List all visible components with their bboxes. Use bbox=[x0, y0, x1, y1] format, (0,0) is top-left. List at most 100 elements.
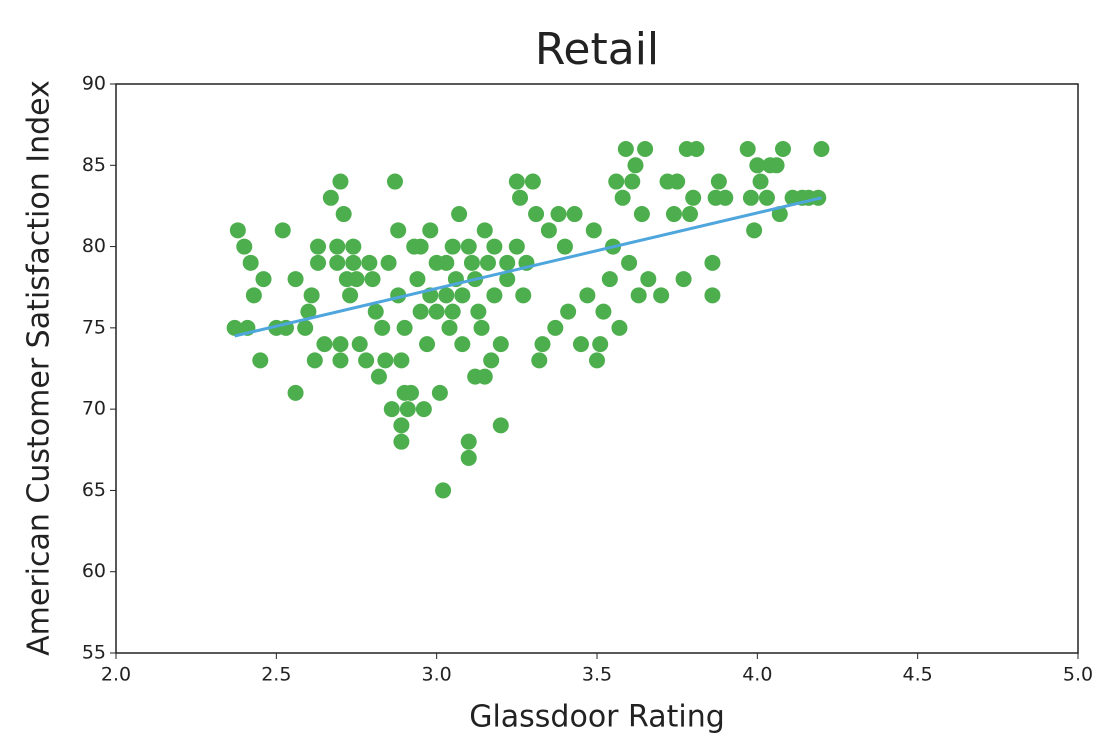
scatter-point bbox=[572, 336, 589, 353]
scatter-point bbox=[547, 319, 564, 336]
scatter-point bbox=[492, 417, 509, 434]
scatter-point bbox=[617, 141, 634, 158]
plot-frame bbox=[115, 83, 1079, 654]
scatter-point bbox=[739, 141, 756, 158]
scatter-point bbox=[531, 352, 548, 369]
x-tick-label: 2.5 bbox=[261, 664, 291, 686]
scatter-point bbox=[245, 287, 262, 304]
scatter-point bbox=[419, 336, 436, 353]
scatter-point bbox=[332, 173, 349, 190]
scatter-point bbox=[717, 189, 734, 206]
scatter-point bbox=[255, 271, 272, 288]
scatter-point bbox=[393, 433, 410, 450]
scatter-point bbox=[274, 222, 291, 239]
scatter-point bbox=[383, 401, 400, 418]
scatter-point bbox=[415, 401, 432, 418]
scatter-point bbox=[463, 254, 480, 271]
scatter-point bbox=[342, 287, 359, 304]
scatter-point bbox=[669, 173, 686, 190]
scatter-point bbox=[473, 319, 490, 336]
scatter-point bbox=[585, 222, 602, 239]
scatter-point bbox=[403, 384, 420, 401]
scatter-point bbox=[476, 368, 493, 385]
scatter-point bbox=[528, 206, 545, 223]
scatter-point bbox=[438, 254, 455, 271]
y-tick-label: 75 bbox=[82, 316, 106, 338]
scatter-point bbox=[310, 254, 327, 271]
scatter-point bbox=[393, 352, 410, 369]
y-tick-label: 85 bbox=[82, 154, 106, 176]
scatter-point bbox=[681, 206, 698, 223]
x-tick-label: 4.5 bbox=[903, 664, 933, 686]
scatter-point bbox=[633, 206, 650, 223]
scatter-point bbox=[704, 254, 721, 271]
scatter-point bbox=[637, 141, 654, 158]
scatter-point bbox=[367, 303, 384, 320]
scatter-point bbox=[560, 303, 577, 320]
scatter-point bbox=[287, 384, 304, 401]
scatter-point bbox=[534, 336, 551, 353]
scatter-point bbox=[300, 303, 317, 320]
x-tick-label: 4.0 bbox=[742, 664, 772, 686]
scatter-point bbox=[627, 157, 644, 174]
scatter-point bbox=[460, 433, 477, 450]
scatter-point bbox=[399, 401, 416, 418]
scatter-point bbox=[306, 352, 323, 369]
scatter-point bbox=[592, 336, 609, 353]
scatter-point bbox=[749, 157, 766, 174]
x-tick-label: 3.0 bbox=[422, 664, 452, 686]
scatter-point bbox=[550, 206, 567, 223]
scatter-point bbox=[310, 238, 327, 255]
scatter-point bbox=[630, 287, 647, 304]
scatter-point bbox=[758, 189, 775, 206]
trend-line bbox=[234, 196, 822, 338]
scatter-point bbox=[524, 173, 541, 190]
scatter-point bbox=[444, 238, 461, 255]
scatter-point bbox=[229, 222, 246, 239]
scatter-point bbox=[409, 271, 426, 288]
scatter-point bbox=[470, 303, 487, 320]
scatter-point bbox=[428, 303, 445, 320]
scatter-point bbox=[746, 222, 763, 239]
scatter-point bbox=[242, 254, 259, 271]
scatter-point bbox=[515, 287, 532, 304]
y-tick-label: 70 bbox=[82, 398, 106, 420]
scatter-point bbox=[566, 206, 583, 223]
scatter-point bbox=[614, 189, 631, 206]
y-axis-label: American Customer Satisfaction Index bbox=[22, 80, 57, 656]
scatter-point bbox=[742, 189, 759, 206]
scatter-point bbox=[422, 222, 439, 239]
scatter-point bbox=[441, 319, 458, 336]
scatter-point bbox=[329, 254, 346, 271]
scatter-point bbox=[589, 352, 605, 369]
scatter-point bbox=[345, 238, 362, 255]
scatter-point bbox=[236, 238, 253, 255]
scatter-point bbox=[492, 336, 509, 353]
scatter-point bbox=[483, 352, 500, 369]
scatter-point bbox=[611, 319, 628, 336]
chart-title: Retail bbox=[535, 24, 659, 75]
scatter-point bbox=[303, 287, 320, 304]
scatter-point bbox=[396, 319, 413, 336]
scatter-point bbox=[380, 254, 397, 271]
scatter-point bbox=[316, 336, 333, 353]
scatter-point bbox=[774, 141, 791, 158]
x-tick-label: 2.0 bbox=[101, 664, 131, 686]
scatter-point bbox=[348, 271, 365, 288]
scatter-point bbox=[370, 368, 387, 385]
scatter-point bbox=[226, 319, 243, 336]
scatter-point bbox=[358, 352, 375, 369]
scatter-point bbox=[451, 206, 468, 223]
scatter-point bbox=[351, 336, 368, 353]
scatter-point bbox=[435, 482, 452, 499]
scatter-point bbox=[287, 271, 304, 288]
scatter-point bbox=[412, 238, 429, 255]
scatter-point bbox=[768, 157, 785, 174]
scatter-point bbox=[374, 319, 391, 336]
scatter-point bbox=[499, 271, 516, 288]
scatter-point bbox=[685, 189, 702, 206]
scatter-point bbox=[332, 336, 349, 353]
scatter-point bbox=[361, 254, 378, 271]
scatter-point bbox=[364, 271, 381, 288]
